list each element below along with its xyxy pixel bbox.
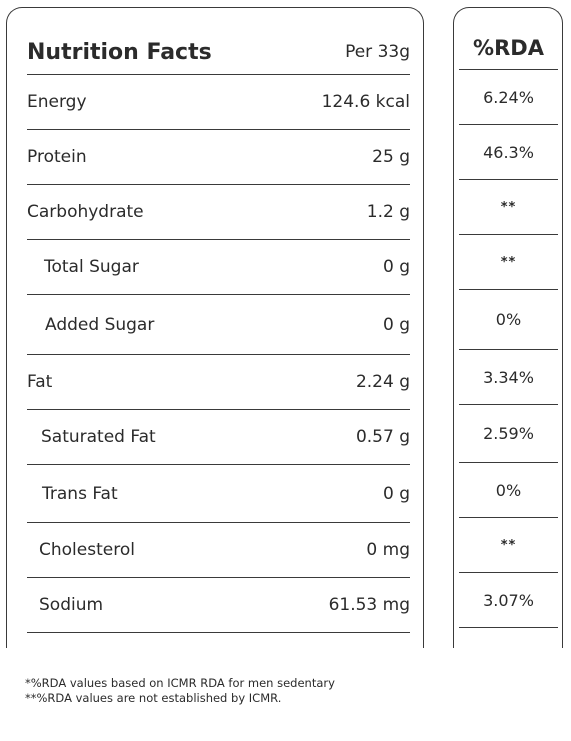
nutrient-value: 61.53 mg bbox=[328, 595, 410, 615]
nutrient-row-total-sugar: Total Sugar 0 g bbox=[27, 240, 410, 295]
nutrient-row-fat: Fat 2.24 g bbox=[27, 355, 410, 410]
nutrient-value: 0 g bbox=[382, 483, 410, 504]
footnotes: *%RDA values based on ICMR RDA for men s… bbox=[25, 676, 335, 706]
nutrient-row-cholesterol: Cholesterol 0 mg bbox=[27, 523, 410, 578]
nutrient-value: 124.6 kcal bbox=[321, 92, 410, 112]
rda-row-added-sugar: 0% bbox=[459, 290, 558, 350]
rda-value: ** bbox=[500, 254, 517, 270]
nutrient-label: Carbohydrate bbox=[27, 202, 144, 222]
nutrient-label: Sodium bbox=[39, 595, 104, 615]
nutrient-value: 0 g bbox=[382, 257, 410, 277]
rda-value: ** bbox=[500, 537, 517, 553]
rda-value: 0% bbox=[495, 480, 522, 500]
nutrient-row-carbohydrate: Carbohydrate 1.2 g bbox=[27, 185, 410, 240]
rda-row-cholesterol: ** bbox=[459, 518, 558, 573]
rda-title: %RDA bbox=[473, 35, 544, 60]
nutrient-value: 1.2 g bbox=[366, 202, 410, 222]
rda-value: 2.59% bbox=[483, 424, 534, 443]
nutrient-label: Total Sugar bbox=[44, 257, 139, 277]
nutrient-row-added-sugar: Added Sugar 0 g bbox=[27, 295, 410, 355]
footnote-rda-basis: *%RDA values based on ICMR RDA for men s… bbox=[25, 676, 335, 690]
rda-value: 46.3% bbox=[483, 142, 534, 162]
nutrient-value: 0 mg bbox=[366, 540, 410, 560]
rda-row-energy: 6.24% bbox=[459, 70, 558, 125]
nutrient-label: Saturated Fat bbox=[41, 427, 156, 447]
rda-header-row: %RDA bbox=[459, 26, 558, 70]
nutrient-label: Added Sugar bbox=[45, 314, 155, 335]
nutrient-label: Cholesterol bbox=[39, 540, 135, 560]
nutrient-label: Protein bbox=[27, 147, 87, 167]
rda-value: 0% bbox=[495, 310, 522, 329]
nutrient-value: 0.57 g bbox=[355, 427, 410, 447]
rda-row-sodium: 3.07% bbox=[459, 573, 558, 628]
nutrient-value: 25 g bbox=[372, 147, 410, 167]
header-row: Nutrition Facts Per 33g bbox=[27, 30, 410, 75]
nutrient-label: Fat bbox=[27, 372, 53, 392]
nutrient-row-sodium: Sodium 61.53 mg bbox=[27, 578, 410, 633]
nutrient-row-energy: Energy 124.6 kcal bbox=[27, 75, 410, 130]
rda-row-protein: 46.3% bbox=[459, 125, 558, 180]
rda-row-saturated-fat: 2.59% bbox=[459, 405, 558, 463]
rda-value: 3.34% bbox=[483, 367, 534, 387]
rda-value: 3.07% bbox=[483, 590, 534, 610]
panel-title: Nutrition Facts bbox=[27, 39, 212, 65]
nutrition-facts-panel: Nutrition Facts Per 33g Energy 124.6 kca… bbox=[6, 7, 424, 648]
footnote-rda-not-established: **%RDA values are not established by ICM… bbox=[25, 691, 282, 705]
rda-value: ** bbox=[500, 199, 517, 215]
nutrient-row-protein: Protein 25 g bbox=[27, 130, 410, 185]
rda-row-total-sugar: ** bbox=[459, 235, 558, 290]
rda-value: 6.24% bbox=[483, 87, 534, 107]
nutrient-value: 0 g bbox=[382, 314, 410, 335]
rda-panel: %RDA 6.24% 46.3% ** ** 0% 3.34% 2.59% 0%… bbox=[453, 7, 563, 648]
rda-row-fat: 3.34% bbox=[459, 350, 558, 405]
rda-row-trans-fat: 0% bbox=[459, 463, 558, 518]
nutrient-label: Energy bbox=[27, 92, 87, 112]
nutrient-row-saturated-fat: Saturated Fat 0.57 g bbox=[27, 410, 410, 465]
nutrient-label: Trans Fat bbox=[42, 483, 118, 504]
rda-row-carbohydrate: ** bbox=[459, 180, 558, 235]
serving-size: Per 33g bbox=[345, 42, 410, 62]
nutrient-value: 2.24 g bbox=[355, 372, 410, 392]
nutrient-row-trans-fat: Trans Fat 0 g bbox=[27, 465, 410, 523]
